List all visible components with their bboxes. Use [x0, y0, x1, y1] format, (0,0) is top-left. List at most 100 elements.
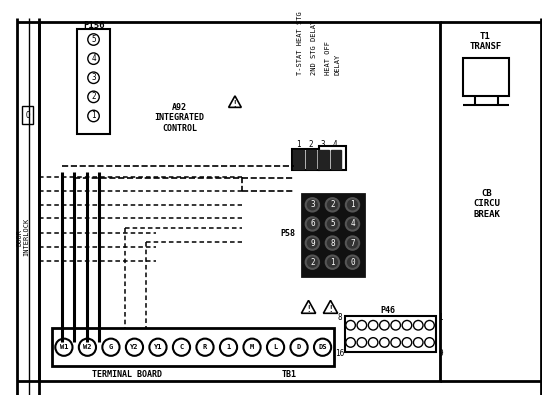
Bar [293, 150, 304, 169]
Circle shape [88, 91, 99, 103]
Text: 2ND STG DELAY: 2ND STG DELAY [311, 20, 317, 75]
Text: G: G [109, 344, 113, 350]
Text: T1
TRANSF: T1 TRANSF [469, 32, 501, 51]
Text: !: ! [306, 305, 311, 314]
Text: CB
CIRCU
BREAK: CB CIRCU BREAK [474, 189, 501, 219]
Text: M: M [250, 344, 254, 350]
Text: DELAY: DELAY [334, 54, 340, 75]
Bar [345, 316, 435, 352]
Text: 4: 4 [333, 140, 337, 149]
Text: 2: 2 [91, 92, 96, 102]
Bar [78, 29, 110, 134]
Circle shape [346, 236, 359, 250]
Circle shape [88, 34, 99, 45]
Text: DOOR
INTERLOCK: DOOR INTERLOCK [16, 218, 29, 256]
Circle shape [102, 339, 120, 356]
Circle shape [326, 217, 339, 231]
Circle shape [346, 256, 359, 269]
Circle shape [402, 338, 412, 347]
Circle shape [346, 338, 355, 347]
Circle shape [402, 320, 412, 330]
Circle shape [79, 339, 96, 356]
Bar [306, 150, 316, 169]
Circle shape [357, 338, 367, 347]
Circle shape [357, 320, 367, 330]
Bar [22, 106, 33, 124]
Circle shape [88, 53, 99, 64]
Circle shape [326, 198, 339, 212]
Text: L: L [274, 344, 278, 350]
Circle shape [55, 339, 73, 356]
Text: Y2: Y2 [130, 344, 138, 350]
Text: 8: 8 [330, 239, 335, 248]
Circle shape [368, 320, 378, 330]
Text: DS: DS [319, 344, 327, 350]
Text: C: C [179, 344, 183, 350]
Bar [319, 146, 346, 170]
Text: W2: W2 [83, 344, 91, 350]
Text: A92
INTEGRATED
CONTROL: A92 INTEGRATED CONTROL [155, 103, 204, 133]
Text: T-STAT HEAT STG: T-STAT HEAT STG [297, 11, 303, 75]
Bar [318, 150, 329, 169]
Text: 1: 1 [91, 111, 96, 120]
Bar [302, 194, 364, 276]
Circle shape [425, 320, 434, 330]
Text: P46: P46 [381, 307, 396, 316]
Text: 3: 3 [321, 140, 325, 149]
Circle shape [197, 339, 214, 356]
Circle shape [306, 256, 319, 269]
Text: 9: 9 [310, 239, 315, 248]
Text: O: O [25, 111, 30, 120]
Text: W1: W1 [60, 344, 68, 350]
Circle shape [306, 236, 319, 250]
Text: HEAT OFF: HEAT OFF [325, 41, 331, 75]
Circle shape [326, 236, 339, 250]
Text: 0: 0 [350, 258, 355, 267]
Text: 7: 7 [350, 239, 355, 248]
Text: 1: 1 [227, 344, 230, 350]
Text: 3: 3 [91, 73, 96, 82]
Circle shape [290, 339, 307, 356]
Text: 2: 2 [330, 200, 335, 209]
Text: 5: 5 [91, 35, 96, 44]
Text: 3: 3 [310, 200, 315, 209]
Circle shape [150, 339, 167, 356]
Circle shape [346, 198, 359, 212]
Text: R: R [203, 344, 207, 350]
Bar [53, 328, 334, 366]
Circle shape [425, 338, 434, 347]
Text: 5: 5 [330, 220, 335, 228]
Text: TERMINAL BOARD: TERMINAL BOARD [92, 371, 162, 380]
Bar [39, 23, 440, 381]
Circle shape [243, 339, 260, 356]
Text: 1: 1 [438, 313, 443, 322]
Text: 6: 6 [310, 220, 315, 228]
Text: P58: P58 [280, 229, 295, 238]
Circle shape [314, 339, 331, 356]
Text: 4: 4 [91, 54, 96, 63]
Text: 2: 2 [308, 140, 313, 149]
Text: !: ! [233, 100, 237, 109]
Circle shape [413, 338, 423, 347]
Text: !: ! [328, 305, 333, 314]
Bar [293, 149, 319, 170]
Bar [331, 150, 341, 169]
Text: P156: P156 [83, 21, 104, 30]
Text: 1: 1 [350, 200, 355, 209]
Circle shape [306, 217, 319, 231]
Circle shape [391, 320, 401, 330]
Text: Y1: Y1 [153, 344, 162, 350]
Circle shape [346, 320, 355, 330]
Text: 9: 9 [438, 350, 443, 358]
Text: 8: 8 [338, 313, 342, 322]
Text: 1: 1 [330, 258, 335, 267]
Text: 2: 2 [310, 258, 315, 267]
Circle shape [173, 339, 190, 356]
Circle shape [220, 339, 237, 356]
Text: D: D [297, 344, 301, 350]
Circle shape [368, 338, 378, 347]
Text: 16: 16 [335, 350, 345, 358]
Circle shape [88, 72, 99, 83]
Circle shape [413, 320, 423, 330]
Circle shape [391, 338, 401, 347]
